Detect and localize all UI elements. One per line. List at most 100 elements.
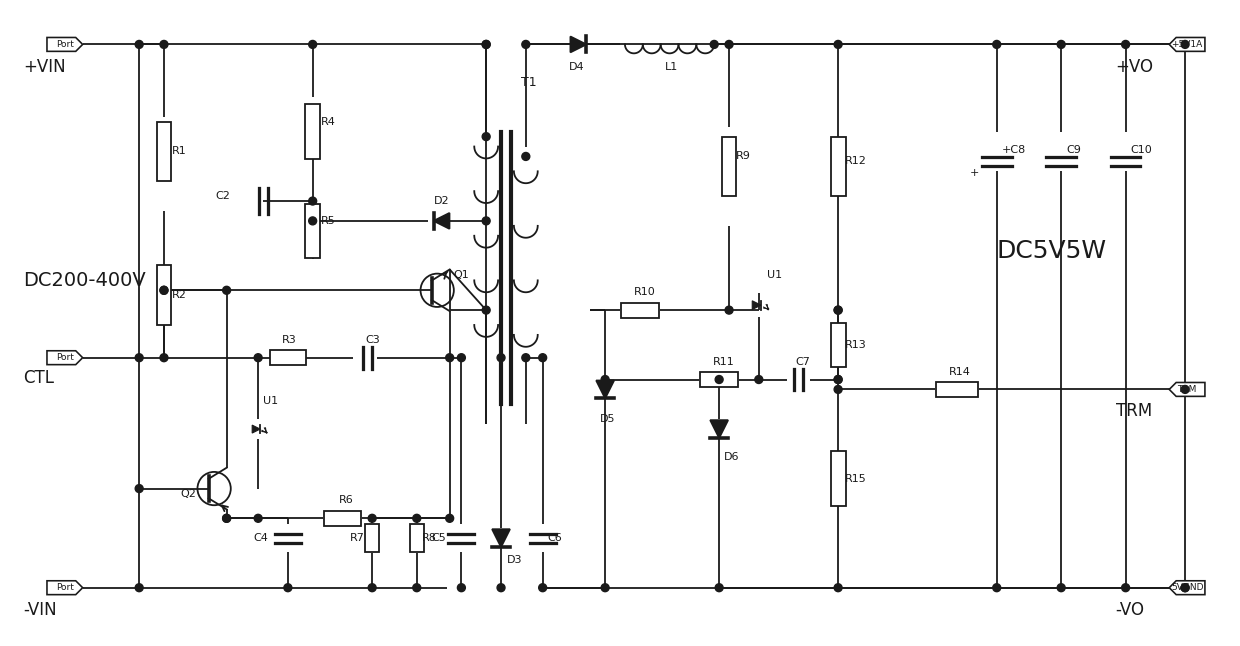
Bar [831, 452, 846, 506]
Circle shape [1182, 584, 1189, 592]
Polygon shape [47, 581, 83, 595]
Text: R2: R2 [172, 290, 187, 300]
Circle shape [497, 584, 505, 592]
Bar [305, 105, 320, 159]
Text: -VIN: -VIN [24, 601, 57, 618]
Circle shape [835, 375, 842, 384]
Circle shape [223, 514, 231, 522]
Bar [324, 511, 361, 526]
Text: C5: C5 [432, 533, 446, 543]
Circle shape [522, 152, 529, 160]
Circle shape [522, 354, 529, 362]
Text: R14: R14 [949, 366, 971, 377]
Text: R6: R6 [339, 495, 353, 505]
Text: C3: C3 [366, 335, 379, 345]
Polygon shape [753, 301, 761, 309]
Text: R13: R13 [844, 340, 867, 350]
Text: D6: D6 [724, 452, 739, 462]
Circle shape [725, 306, 733, 314]
Text: +: + [970, 168, 978, 178]
Bar [270, 350, 306, 365]
Circle shape [135, 484, 143, 492]
Circle shape [368, 514, 376, 522]
Bar [936, 382, 978, 397]
Bar [831, 136, 846, 196]
Circle shape [368, 584, 376, 592]
Circle shape [835, 41, 842, 48]
Circle shape [601, 584, 609, 592]
Text: D4: D4 [568, 62, 584, 72]
Polygon shape [47, 37, 83, 51]
Text: Port: Port [56, 353, 73, 362]
Text: C6: C6 [548, 533, 563, 543]
Circle shape [309, 217, 316, 225]
Circle shape [160, 41, 167, 48]
Circle shape [413, 584, 420, 592]
Polygon shape [596, 380, 614, 399]
Text: U1: U1 [766, 271, 782, 280]
Text: R10: R10 [634, 287, 656, 297]
Polygon shape [1169, 581, 1205, 595]
Text: C4: C4 [253, 533, 268, 543]
Polygon shape [1169, 37, 1205, 51]
Circle shape [482, 41, 490, 48]
Text: R11: R11 [713, 357, 735, 367]
Circle shape [1182, 584, 1189, 592]
Polygon shape [492, 529, 510, 547]
Text: U1: U1 [263, 396, 278, 406]
Circle shape [835, 306, 842, 314]
Circle shape [522, 41, 529, 48]
Text: R4: R4 [321, 117, 336, 127]
Circle shape [458, 584, 465, 592]
Text: R15: R15 [844, 474, 867, 484]
Circle shape [835, 375, 842, 384]
Circle shape [755, 375, 763, 384]
Circle shape [413, 514, 420, 522]
Circle shape [284, 584, 291, 592]
Bar [410, 525, 424, 552]
Circle shape [715, 375, 723, 384]
Text: R12: R12 [844, 156, 867, 167]
Polygon shape [434, 213, 449, 229]
Circle shape [1122, 41, 1130, 48]
Bar [701, 372, 738, 387]
Circle shape [1058, 41, 1065, 48]
Circle shape [1182, 386, 1189, 393]
Text: CTL: CTL [24, 368, 55, 386]
Text: -VO: -VO [1116, 601, 1145, 618]
Text: Port: Port [56, 583, 73, 592]
Circle shape [993, 584, 1001, 592]
Circle shape [482, 41, 490, 48]
Text: +C8: +C8 [1002, 145, 1025, 154]
Text: TRM: TRM [1178, 385, 1197, 394]
Text: R5: R5 [321, 216, 335, 226]
Circle shape [725, 41, 733, 48]
Text: +VIN: +VIN [24, 58, 66, 76]
Circle shape [711, 41, 718, 48]
Circle shape [538, 584, 547, 592]
Polygon shape [47, 351, 83, 364]
Bar [831, 323, 846, 367]
Circle shape [135, 354, 143, 362]
Circle shape [309, 197, 316, 205]
Circle shape [497, 354, 505, 362]
Text: L1: L1 [665, 62, 678, 72]
Text: C10: C10 [1131, 145, 1152, 154]
Text: 5VGND: 5VGND [1171, 583, 1203, 592]
Circle shape [309, 41, 316, 48]
Circle shape [538, 354, 547, 362]
Circle shape [223, 286, 231, 294]
Circle shape [993, 41, 1001, 48]
Text: C9: C9 [1066, 145, 1081, 154]
Text: TRM: TRM [1116, 402, 1152, 421]
Polygon shape [252, 425, 260, 433]
Circle shape [1058, 584, 1065, 592]
Circle shape [715, 584, 723, 592]
Polygon shape [1169, 382, 1205, 397]
Text: Port: Port [56, 40, 73, 49]
Circle shape [254, 354, 262, 362]
Circle shape [223, 514, 231, 522]
Text: D5: D5 [600, 414, 616, 424]
Bar [156, 266, 171, 325]
Text: R8: R8 [422, 533, 436, 543]
